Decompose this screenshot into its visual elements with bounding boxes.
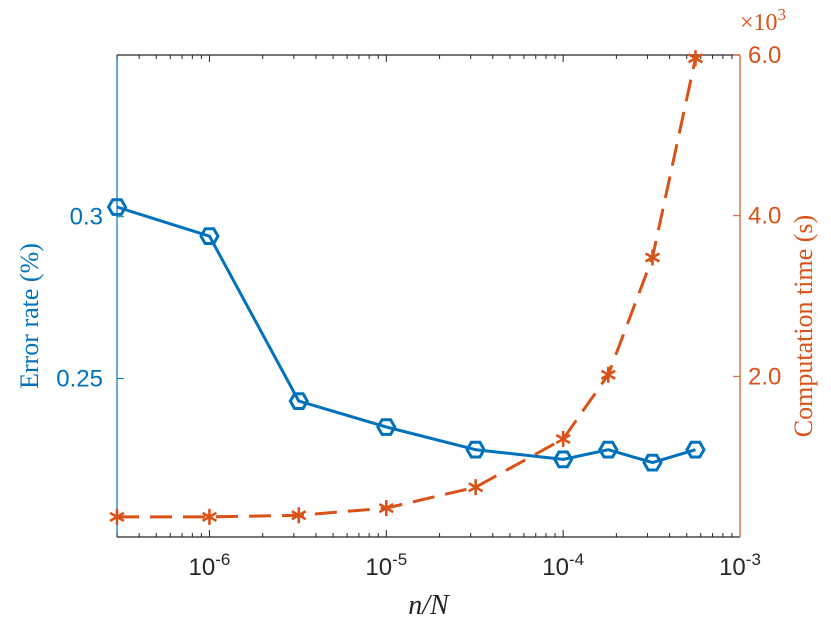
data-point-left (642, 453, 663, 472)
data-point-right (109, 508, 125, 525)
data-point-right (468, 479, 484, 496)
x-tick-label: 10-6 (189, 550, 231, 581)
data-point-right (555, 430, 571, 447)
left-axis-label: Error rate (%) (15, 243, 44, 389)
left-tick-label: 0.25 (56, 365, 103, 392)
right-axis-label: Computation time (s) (789, 215, 818, 437)
data-point-left (552, 450, 574, 469)
series-line-right (117, 57, 697, 519)
data-point-left (598, 440, 619, 459)
data-point-left (685, 440, 706, 459)
x-tick-label: 10-3 (719, 550, 761, 581)
data-point-left (288, 392, 310, 410)
data-point-right (291, 507, 307, 524)
x-tick-label: 10-4 (542, 550, 584, 581)
x-tick-label: 10-5 (365, 550, 407, 581)
data-point-left (376, 418, 397, 436)
x-axis-label: n/N (408, 590, 450, 621)
right-tick-label: 2.0 (748, 363, 781, 390)
right-axis-multiplier: ×103 (740, 5, 786, 36)
data-point-right (644, 249, 661, 266)
x-axis: 10-6 10-5 10-4 10-3 (116, 55, 761, 581)
data-point-right (600, 366, 616, 383)
right-tick-label: 4.0 (748, 203, 781, 230)
series-layer (106, 50, 706, 525)
series-line-left (116, 205, 696, 465)
left-tick-label: 0.3 (70, 204, 103, 231)
left-y-axis: 0.25 0.3 (56, 204, 124, 392)
data-point-left (199, 227, 220, 245)
right-tick-label: 6.0 (748, 42, 781, 69)
data-point-left (106, 198, 128, 216)
data-point-right (378, 500, 394, 517)
data-point-right (201, 508, 218, 525)
data-point-right (687, 50, 704, 67)
right-y-axis: 2.0 4.0 6.0 (733, 42, 781, 390)
data-point-left (465, 440, 486, 459)
plot-frame (116, 54, 741, 538)
